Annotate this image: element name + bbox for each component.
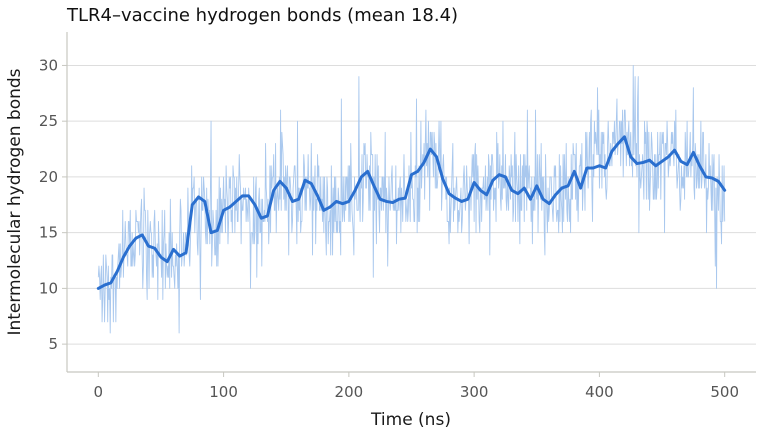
raw-series-layer <box>97 64 726 334</box>
y-axis-title: Intermolecular hydrogen bonds <box>5 68 25 335</box>
x-tick-label: 200 <box>335 383 364 401</box>
y-tick-label: 15 <box>39 224 58 242</box>
smoothed-series-line <box>96 135 727 290</box>
y-tick-label: 30 <box>39 56 58 74</box>
x-axis-title: Time (ns) <box>370 410 451 430</box>
x-tick-label: 0 <box>94 383 104 401</box>
y-ticks: 5 10 15 20 25 30 <box>39 56 67 353</box>
grid <box>67 64 756 345</box>
x-tick-label: 500 <box>710 383 739 401</box>
y-tick-label: 5 <box>48 335 58 353</box>
raw-series-line <box>97 64 726 334</box>
y-tick-label: 25 <box>39 112 58 130</box>
axes <box>66 32 756 373</box>
y-tick-label: 20 <box>39 168 58 186</box>
x-tick-label: 100 <box>209 383 238 401</box>
x-tick-label: 300 <box>460 383 489 401</box>
x-ticks: 0 100 200 300 400 500 <box>94 372 739 401</box>
x-tick-label: 400 <box>585 383 614 401</box>
y-tick-label: 10 <box>39 279 58 297</box>
chart-title: TLR4–vaccine hydrogen bonds (mean 18.4) <box>66 5 458 26</box>
smoothed-series-layer <box>96 135 727 290</box>
